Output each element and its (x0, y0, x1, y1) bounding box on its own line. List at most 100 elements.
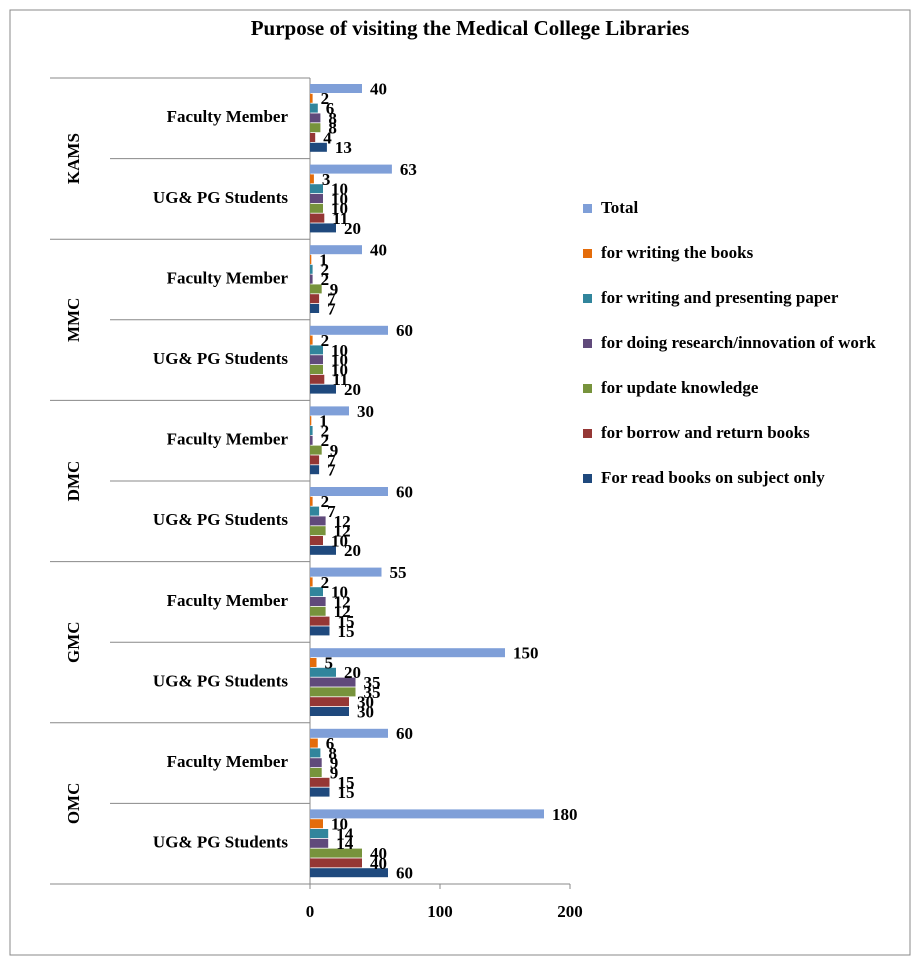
data-label: 2 (321, 260, 330, 279)
data-label: 60 (396, 482, 413, 501)
bar (310, 103, 318, 113)
legend-item: Total (583, 196, 913, 220)
legend-swatch (583, 249, 592, 258)
chart-title: Purpose of visiting the Medical College … (251, 16, 690, 40)
data-label: 30 (357, 702, 374, 721)
legend-label: For read books on subject only (601, 468, 825, 487)
data-label: 1 (319, 250, 328, 269)
data-label: 60 (396, 864, 413, 883)
data-label: 2 (321, 421, 330, 440)
data-label: 10 (331, 341, 348, 360)
data-label: 15 (338, 773, 355, 792)
data-label: 15 (338, 612, 355, 631)
data-label: 12 (334, 602, 351, 621)
bar (310, 848, 362, 858)
bar (310, 697, 349, 707)
bar (310, 777, 330, 787)
data-label: 20 (344, 219, 361, 238)
data-label: 2 (321, 492, 330, 511)
data-label: 7 (327, 451, 336, 470)
data-label: 30 (357, 402, 374, 421)
data-label: 8 (328, 109, 337, 128)
bar (310, 164, 392, 174)
data-label: 5 (325, 653, 334, 672)
bar (310, 284, 322, 294)
bar (310, 768, 322, 777)
bar (310, 819, 323, 829)
data-label: 9 (330, 280, 339, 299)
y-tick-label: Faculty Member (167, 107, 289, 126)
data-label: 7 (327, 299, 336, 318)
data-label: 10 (331, 360, 348, 379)
data-label: 7 (327, 290, 336, 309)
bar (310, 113, 321, 123)
bar (310, 123, 321, 133)
bar (310, 677, 356, 687)
legend-label: for doing research/innovation of work (601, 333, 876, 352)
data-label: 10 (331, 199, 348, 218)
group-label: KAMS (64, 133, 83, 184)
bar (310, 748, 321, 758)
data-label: 12 (334, 512, 351, 531)
bar (310, 203, 323, 213)
data-label: 15 (338, 783, 355, 802)
bar (310, 868, 388, 878)
legend-swatch (583, 429, 592, 438)
group-label: GMC (64, 621, 83, 663)
data-label: 2 (321, 573, 330, 592)
legend-item: for doing research/innovation of work (583, 331, 913, 355)
data-label: 15 (338, 622, 355, 641)
legend-item: for borrow and return books (583, 421, 913, 445)
data-label: 10 (331, 815, 348, 834)
data-label: 3 (322, 170, 331, 189)
bar (310, 84, 362, 93)
bar (310, 658, 317, 667)
bar (310, 406, 349, 416)
data-label: 40 (370, 241, 387, 260)
bar (310, 455, 320, 465)
x-tick-label: 100 (427, 902, 453, 921)
bar (310, 255, 312, 264)
bar (310, 416, 312, 426)
data-label: 35 (364, 683, 381, 702)
bar (310, 626, 330, 636)
bar (310, 355, 323, 365)
y-tick-label: UG& PG Students (153, 188, 288, 207)
bar (310, 829, 329, 838)
bar (310, 787, 330, 797)
bar (310, 245, 362, 255)
data-label: 14 (336, 834, 354, 853)
bar (310, 728, 388, 738)
legend-label: for writing the books (601, 243, 754, 262)
data-label: 2 (321, 89, 330, 108)
data-label: 11 (332, 370, 348, 389)
data-label: 180 (552, 805, 578, 824)
legend-item: For read books on subject only (583, 466, 913, 490)
legend-swatch (583, 339, 592, 348)
y-tick-label: UG& PG Students (153, 349, 288, 368)
bar (310, 587, 323, 597)
data-label: 8 (328, 119, 337, 138)
y-tick-label: Faculty Member (167, 752, 289, 771)
data-label: 2 (321, 331, 330, 350)
data-label: 2 (321, 270, 330, 289)
bar (310, 213, 325, 223)
x-tick-label: 0 (306, 902, 315, 921)
data-label: 60 (396, 321, 413, 340)
data-label: 35 (364, 673, 381, 692)
legend-label: for writing and presenting paper (601, 288, 839, 307)
chart-frame (9, 9, 911, 956)
bar (310, 304, 320, 313)
data-label: 4 (323, 128, 332, 147)
data-label: 30 (357, 693, 374, 712)
bar (310, 567, 382, 577)
bar (310, 838, 329, 848)
bar (310, 194, 323, 203)
data-label: 6 (326, 99, 335, 118)
data-label: 20 (344, 380, 361, 399)
y-tick-label: UG& PG Students (153, 671, 288, 690)
x-tick-label: 200 (557, 902, 583, 921)
bar (310, 516, 326, 526)
bar (310, 274, 313, 284)
